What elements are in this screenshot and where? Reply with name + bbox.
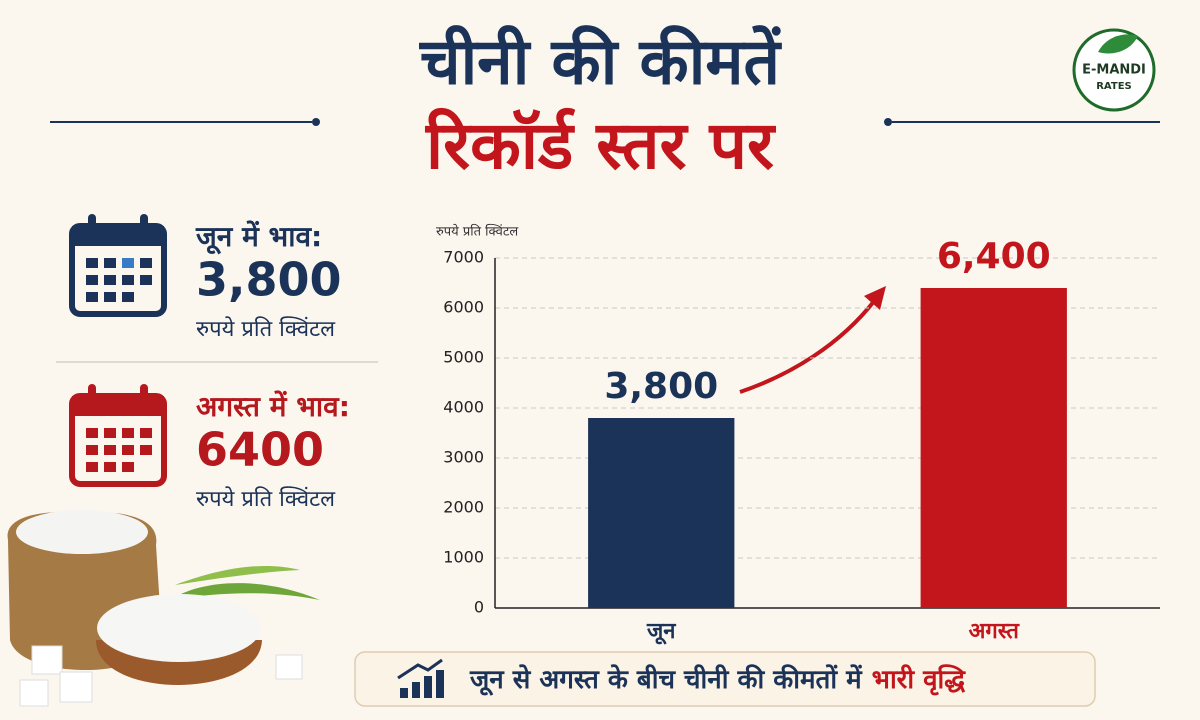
- panel-value: 6400: [196, 423, 324, 477]
- y-tick-label: 0: [474, 598, 484, 617]
- value-label: 3,800: [604, 366, 718, 407]
- title-line2: रिकॉर्ड स्तर पर: [424, 107, 777, 184]
- panel-unit: रुपये प्रति क्विंटल: [196, 316, 336, 342]
- y-tick-label: 5000: [443, 348, 484, 367]
- panel-label: अगस्त में भाव:: [196, 390, 350, 423]
- bar: [920, 288, 1067, 608]
- y-axis-label: रुपये प्रति क्विंटल: [436, 224, 518, 240]
- footer-box: [354, 651, 1096, 707]
- bar: [588, 418, 735, 608]
- x-tick-label: अगस्त: [969, 619, 1021, 644]
- divider-dot: [884, 118, 892, 126]
- value-label: 6,400: [937, 236, 1051, 277]
- chart: 0 1000 2000 3000 4000 5000 6000 7000 जून 3,800 अगस…: [443, 236, 1160, 645]
- logo-ring: [1072, 28, 1156, 112]
- y-tick-label: 4000: [443, 398, 484, 417]
- x-tick-label: जून: [646, 619, 676, 645]
- panel-label: जून में भाव:: [195, 220, 322, 255]
- divider-dot: [312, 118, 320, 126]
- y-tick-label: 7000: [443, 248, 484, 267]
- y-tick-label: 2000: [443, 498, 484, 517]
- y-tick-label: 1000: [443, 548, 484, 567]
- footer-main: जून से अगस्त के बीच चीनी की कीमतों में: [469, 664, 863, 696]
- sugar-illustration: [7, 510, 320, 707]
- growth-arrow: [739, 298, 877, 394]
- logo-leaf: [1098, 34, 1138, 54]
- logo-text: RATES: [1096, 81, 1132, 92]
- panel-value: 3,800: [196, 253, 342, 307]
- title-line1: चीनी की कीमतें: [419, 25, 783, 100]
- y-tick-label: 6000: [443, 298, 484, 317]
- logo-text: E-MANDI: [1082, 63, 1146, 78]
- footer-highlight: भारी वृद्धि: [872, 664, 967, 696]
- chart-icon: [397, 658, 444, 698]
- panel-unit: रुपये प्रति क्विंटल: [196, 486, 336, 512]
- footer-text: जून से अगस्त के बीच चीनी की कीमतों में भा…: [469, 664, 966, 696]
- growth-arrow-head: [864, 286, 886, 310]
- y-tick-label: 3000: [443, 448, 484, 467]
- calendar-icon: [69, 384, 167, 487]
- calendar-icon: [69, 214, 167, 317]
